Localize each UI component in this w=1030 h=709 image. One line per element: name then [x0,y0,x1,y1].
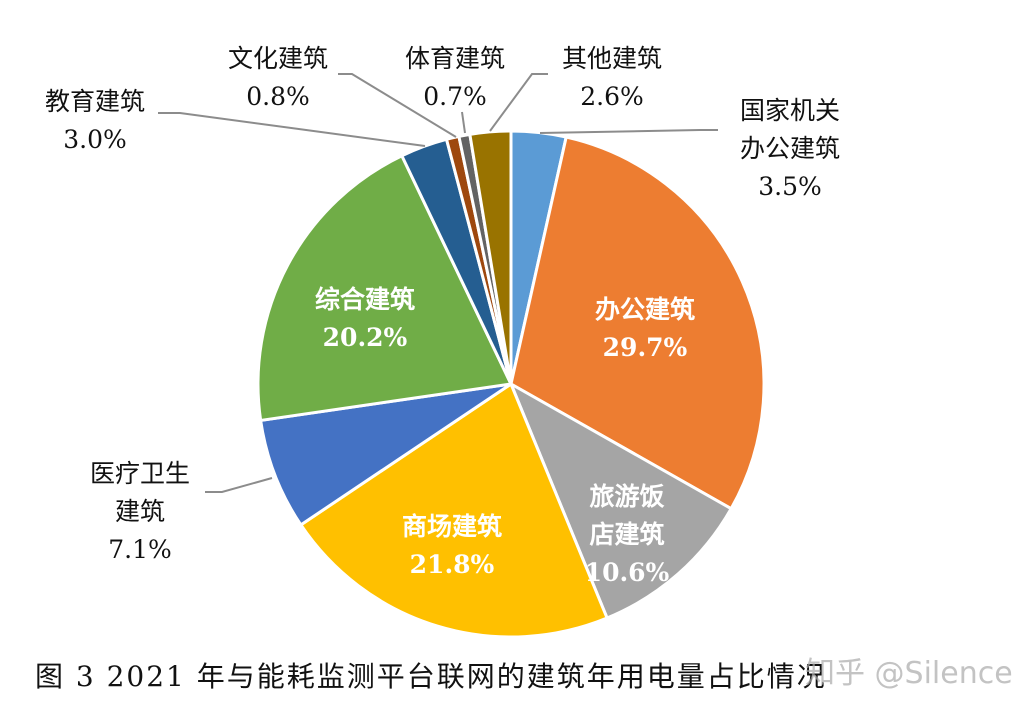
figure-caption: 图 3 2021 年与能耗监测平台联网的建筑年用电量占比情况 [35,660,827,693]
label-gov-office: 国家机关 办公建筑 3.5% [739,96,841,201]
leader-line-culture [338,73,457,138]
pie-slice-3 [298,381,610,639]
pie-slice-1 [509,135,766,511]
label-other: 其他建筑 2.6% [561,44,663,111]
pie-slice-5 [256,153,514,423]
label-sports: 体育建筑 0.7% [404,44,506,111]
leader-line-sports [461,111,466,134]
label-hotel: 旅游饭 店建筑 10.6% [584,482,670,587]
label-complex: 综合建筑 20.2% [314,285,416,352]
label-culture: 文化建筑 0.8% [227,44,329,111]
leader-line-gov [539,129,718,134]
leader-line-medical [205,477,273,493]
label-medical: 医疗卫生 建筑 7.1% [89,459,191,564]
leader-line-education [158,112,426,147]
pie-slice-2 [507,380,734,621]
label-mall: 商场建筑 21.8% [401,512,503,579]
label-education: 教育建筑 3.0% [44,87,146,154]
leader-line-other [489,73,548,132]
watermark: 知乎 @Silence [805,656,1013,691]
label-office: 办公建筑 29.7% [594,295,696,362]
pie-slice-9 [468,129,513,385]
pie-slice-4 [258,382,512,527]
